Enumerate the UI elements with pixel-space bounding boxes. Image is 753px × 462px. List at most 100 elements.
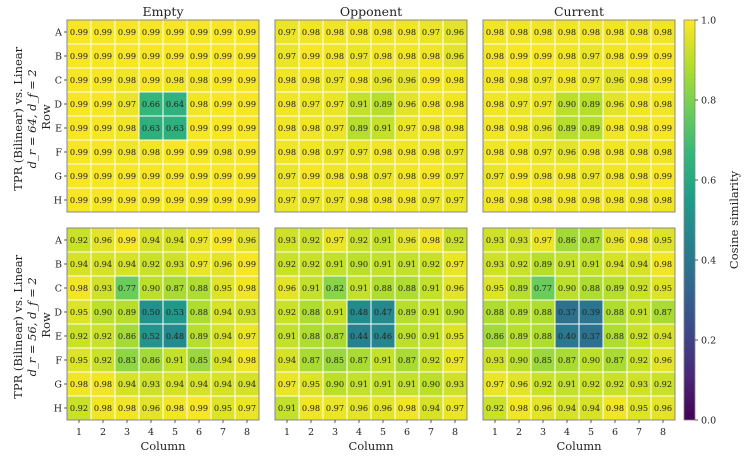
cell-value-label: 0.99: [94, 195, 112, 205]
heatmap-cell: [90, 43, 116, 69]
cell-value-label: 0.97: [486, 379, 504, 389]
heatmap-cell: [210, 323, 236, 349]
heatmap-cell: [506, 67, 532, 93]
cell-value-label: 0.98: [302, 147, 320, 157]
cell-value-label: 0.94: [166, 379, 184, 389]
heatmap-cell: [138, 67, 164, 93]
cell-value-label: 0.98: [486, 27, 504, 37]
cell-value-label: 0.97: [302, 195, 320, 205]
heatmap-cell: [578, 67, 604, 93]
heatmap-cell: [626, 91, 652, 117]
cell-value-label: 0.99: [214, 75, 232, 85]
cell-value-label: 0.99: [214, 235, 232, 245]
cell-value-label: 0.98: [534, 27, 552, 37]
cell-value-label: 0.98: [238, 355, 256, 365]
heatmap-cell: [578, 275, 604, 301]
cell-value-label: 0.97: [422, 27, 440, 37]
cell-value-label: 0.90: [326, 379, 344, 389]
heatmap-cell: [530, 227, 556, 253]
heatmap-cell: [66, 227, 92, 253]
heatmap-cell: [162, 371, 188, 397]
cell-value-label: 0.89: [190, 331, 208, 341]
heatmap-cell: [298, 395, 324, 421]
heatmap-cell: [90, 275, 116, 301]
cell-value-label: 0.99: [118, 195, 136, 205]
row-group-label-bottom-line1: TPR (Bilinear) vs. Linear: [11, 254, 25, 398]
heatmap-cell: [506, 187, 532, 213]
cell-value-label: 0.98: [606, 123, 624, 133]
cell-value-label: 0.92: [630, 331, 648, 341]
heatmap-cell: [186, 19, 212, 45]
cell-value-label: 0.99: [654, 51, 672, 61]
heatmap-cell: [138, 43, 164, 69]
cell-value-label: 0.97: [190, 235, 208, 245]
cell-value-label: 0.98: [350, 75, 368, 85]
cell-value-label: 0.91: [558, 379, 576, 389]
row-tick-label: C: [55, 76, 62, 87]
cell-value-label: 0.98: [350, 171, 368, 181]
row-tick-label: G: [54, 172, 62, 183]
heatmap-cell: [90, 323, 116, 349]
cell-value-label: 0.99: [238, 259, 256, 269]
cell-value-label: 0.93: [486, 259, 504, 269]
heatmap-cell: [138, 395, 164, 421]
cell-value-label: 0.99: [94, 75, 112, 85]
heatmap-cell: [346, 43, 372, 69]
cell-value-label: 0.94: [190, 379, 208, 389]
cell-value-label: 0.99: [70, 195, 88, 205]
cell-value-label: 0.98: [558, 171, 576, 181]
cell-value-label: 0.98: [350, 27, 368, 37]
cell-value-label: 0.88: [534, 307, 552, 317]
heatmap-cell: [554, 163, 580, 189]
column-tick-label: 3: [332, 427, 338, 438]
cell-value-label: 0.98: [190, 75, 208, 85]
heatmap-cell: [394, 163, 420, 189]
colorbar-tick-label: 1.0: [701, 16, 716, 27]
row-group-label-bottom-line2: d_r = 56, d_f = 2: [25, 277, 39, 376]
cell-value-label: 0.99: [190, 171, 208, 181]
cell-value-label: 0.98: [166, 75, 184, 85]
cell-value-label: 0.96: [398, 75, 416, 85]
cell-value-label: 0.99: [214, 99, 232, 109]
cell-value-label: 0.98: [118, 403, 136, 413]
panel-title: Opponent: [340, 4, 402, 19]
heatmap-cell: [626, 187, 652, 213]
heatmap-cell: [114, 67, 140, 93]
heatmap-cell: [162, 139, 188, 165]
cell-value-label: 0.89: [582, 99, 600, 109]
cell-value-label: 0.92: [350, 235, 368, 245]
heatmap-cell: [506, 91, 532, 117]
heatmap-panel-2: Opponent 0.97 0.98 0.98 0.98 0.98 0.98 0.97 0.96…: [274, 4, 468, 213]
cell-value-label: 0.94: [166, 235, 184, 245]
cell-value-label: 0.98: [326, 27, 344, 37]
row-tick-label: E: [55, 124, 62, 135]
column-tick-label: 7: [636, 427, 642, 438]
cell-value-label: 0.91: [374, 355, 392, 365]
cell-value-label: 0.97: [534, 99, 552, 109]
cell-value-label: 0.91: [398, 379, 416, 389]
cell-value-label: 0.98: [606, 171, 624, 181]
x-axis-label: Column: [348, 439, 394, 453]
heatmap-cell: [418, 227, 444, 253]
cell-value-label: 0.98: [486, 75, 504, 85]
row-group-label-bottom: TPR (Bilinear) vs. Linear d_r = 56, d_f …: [11, 251, 53, 399]
heatmap-cell: [442, 227, 468, 253]
cell-value-label: 0.96: [558, 147, 576, 157]
heatmap-cell: [298, 67, 324, 93]
heatmap-cell: [346, 227, 372, 253]
cell-value-label: 0.91: [278, 331, 296, 341]
cell-value-label: 0.99: [118, 235, 136, 245]
cell-value-label: 0.94: [214, 355, 232, 365]
heatmap-cell: [578, 91, 604, 117]
cell-value-label: 0.39: [582, 307, 600, 317]
cell-value-label: 0.46: [374, 331, 392, 341]
heatmap-cell: [602, 19, 628, 45]
cell-value-label: 0.92: [582, 379, 600, 389]
cell-value-label: 0.98: [534, 171, 552, 181]
cell-value-label: 0.92: [606, 379, 624, 389]
cell-value-label: 0.99: [238, 123, 256, 133]
cell-value-label: 0.63: [166, 123, 184, 133]
heatmap-cell: [530, 139, 556, 165]
column-tick-label: 3: [540, 427, 546, 438]
cell-value-label: 0.97: [582, 171, 600, 181]
